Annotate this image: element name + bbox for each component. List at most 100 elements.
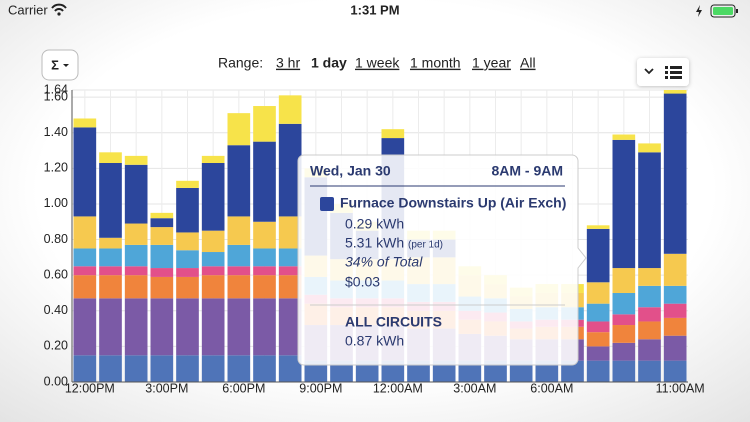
- bar-segment: [124, 223, 148, 245]
- bar-segment: [73, 127, 97, 217]
- bar-segment: [73, 266, 97, 276]
- bar-segment: [201, 355, 225, 382]
- range-links: 3 hr 1 day 1 week 1 month 1 year All: [276, 55, 536, 71]
- bar-segment: [73, 355, 97, 382]
- y-tick-label: 1.00: [44, 196, 68, 210]
- bar-segment: [73, 118, 97, 128]
- bar-segment: [381, 360, 405, 382]
- bar-segment: [509, 360, 533, 382]
- y-tick-label: 0.80: [44, 232, 68, 246]
- bar-segment: [612, 268, 636, 293]
- y-tick-label: 0.60: [44, 267, 68, 281]
- battery-level: [713, 7, 733, 15]
- battery-tip: [736, 9, 738, 13]
- bar-segment: [227, 244, 251, 267]
- bar-segment: [73, 248, 97, 267]
- wifi-icon: [57, 12, 61, 16]
- x-tick-label: 12:00PM: [65, 381, 115, 395]
- bar-segment: [663, 253, 687, 286]
- bar-segment: [586, 346, 610, 361]
- bar-segment: [176, 180, 199, 188]
- bar-segment: [304, 360, 328, 382]
- bar-segment: [612, 134, 636, 140]
- x-tick-label: 6:00PM: [222, 381, 265, 395]
- bar-segment: [227, 298, 251, 356]
- bar-segment: [586, 360, 610, 382]
- carrier: Carrier: [8, 2, 48, 17]
- bar-segment: [278, 123, 302, 217]
- bar-segment: [150, 244, 174, 269]
- per-day-note: (per 1d): [408, 240, 443, 251]
- bar-segment: [278, 275, 302, 299]
- bar-segment: [638, 339, 661, 361]
- bar-segment: [612, 139, 636, 269]
- bar-segment: [663, 335, 687, 361]
- range-link[interactable]: 1 month: [410, 55, 461, 71]
- bar-segment: [124, 355, 148, 382]
- bar-segment: [99, 355, 122, 382]
- bar-segment: [253, 355, 276, 382]
- bar-segment: [638, 285, 661, 308]
- bar-segment: [612, 342, 636, 361]
- bar-segment: [201, 230, 225, 253]
- bar-segment: [124, 266, 148, 276]
- circuit-share: 34% of Total: [345, 254, 423, 270]
- bar-segment: [253, 221, 276, 249]
- bar-segment: [176, 298, 199, 356]
- range-link[interactable]: 1 year: [472, 55, 511, 71]
- bar-segment: [99, 275, 122, 299]
- bar-segment: [638, 307, 661, 322]
- bar-segment: [227, 145, 251, 217]
- bar-segment: [201, 275, 225, 299]
- bar-segment: [150, 227, 174, 245]
- range-link[interactable]: 1 day: [311, 55, 347, 71]
- bar-segment: [99, 248, 122, 267]
- range-link[interactable]: All: [520, 55, 536, 71]
- bar-segment: [458, 360, 482, 382]
- charging-icon: [696, 5, 702, 17]
- bar-segment: [124, 275, 148, 299]
- tooltip-period: 8AM - 9AM: [491, 163, 563, 179]
- bar-segment: [586, 225, 610, 229]
- circuit-name: Furnace Downstairs Up (Air Exch): [340, 195, 566, 211]
- bar-segment: [278, 216, 302, 249]
- tooltip: Wed, Jan 30 8AM - 9AM Furnace Downstairs…: [297, 154, 587, 366]
- y-tick-label: 0.20: [44, 339, 68, 353]
- bar-segment: [278, 266, 302, 276]
- bar-segment: [73, 298, 97, 356]
- bar-segment: [99, 266, 122, 276]
- bar-segment: [663, 93, 687, 254]
- bar-segment: [638, 152, 661, 269]
- bar-segment: [227, 355, 251, 382]
- battery: [710, 4, 736, 18]
- sum-button[interactable]: [41, 49, 79, 81]
- bar-segment: [150, 268, 174, 277]
- bar-segment: [638, 321, 661, 340]
- bar-segment: [586, 303, 610, 322]
- bar-segment: [201, 155, 225, 163]
- bar-segment: [201, 252, 225, 267]
- bar-segment: [484, 360, 507, 382]
- circuit-swatch: [320, 197, 334, 211]
- bar-segment: [253, 248, 276, 267]
- bar-segment: [176, 276, 199, 299]
- all-circuits-label: ALL CIRCUITS: [345, 314, 442, 330]
- range-link[interactable]: 1 week: [355, 55, 400, 71]
- bar-segment: [663, 303, 687, 318]
- bar-segment: [99, 163, 122, 238]
- bar-segment: [561, 360, 584, 382]
- tooltip-box: [297, 154, 587, 366]
- x-tick-label: 6:00AM: [530, 381, 573, 395]
- clock: 1:31 PM: [350, 2, 399, 17]
- bar-segment: [124, 298, 148, 356]
- bar-segment: [176, 232, 199, 251]
- y-tick-label: 0.00: [44, 374, 68, 388]
- bar-segment: [73, 216, 97, 249]
- bar-segment: [150, 218, 174, 228]
- range-link[interactable]: 3 hr: [276, 55, 300, 71]
- bar-segment: [176, 250, 199, 269]
- bar-segment: [227, 113, 251, 146]
- bar-segment: [586, 282, 610, 304]
- all-circuits-kwh: 0.87 kWh: [345, 333, 404, 349]
